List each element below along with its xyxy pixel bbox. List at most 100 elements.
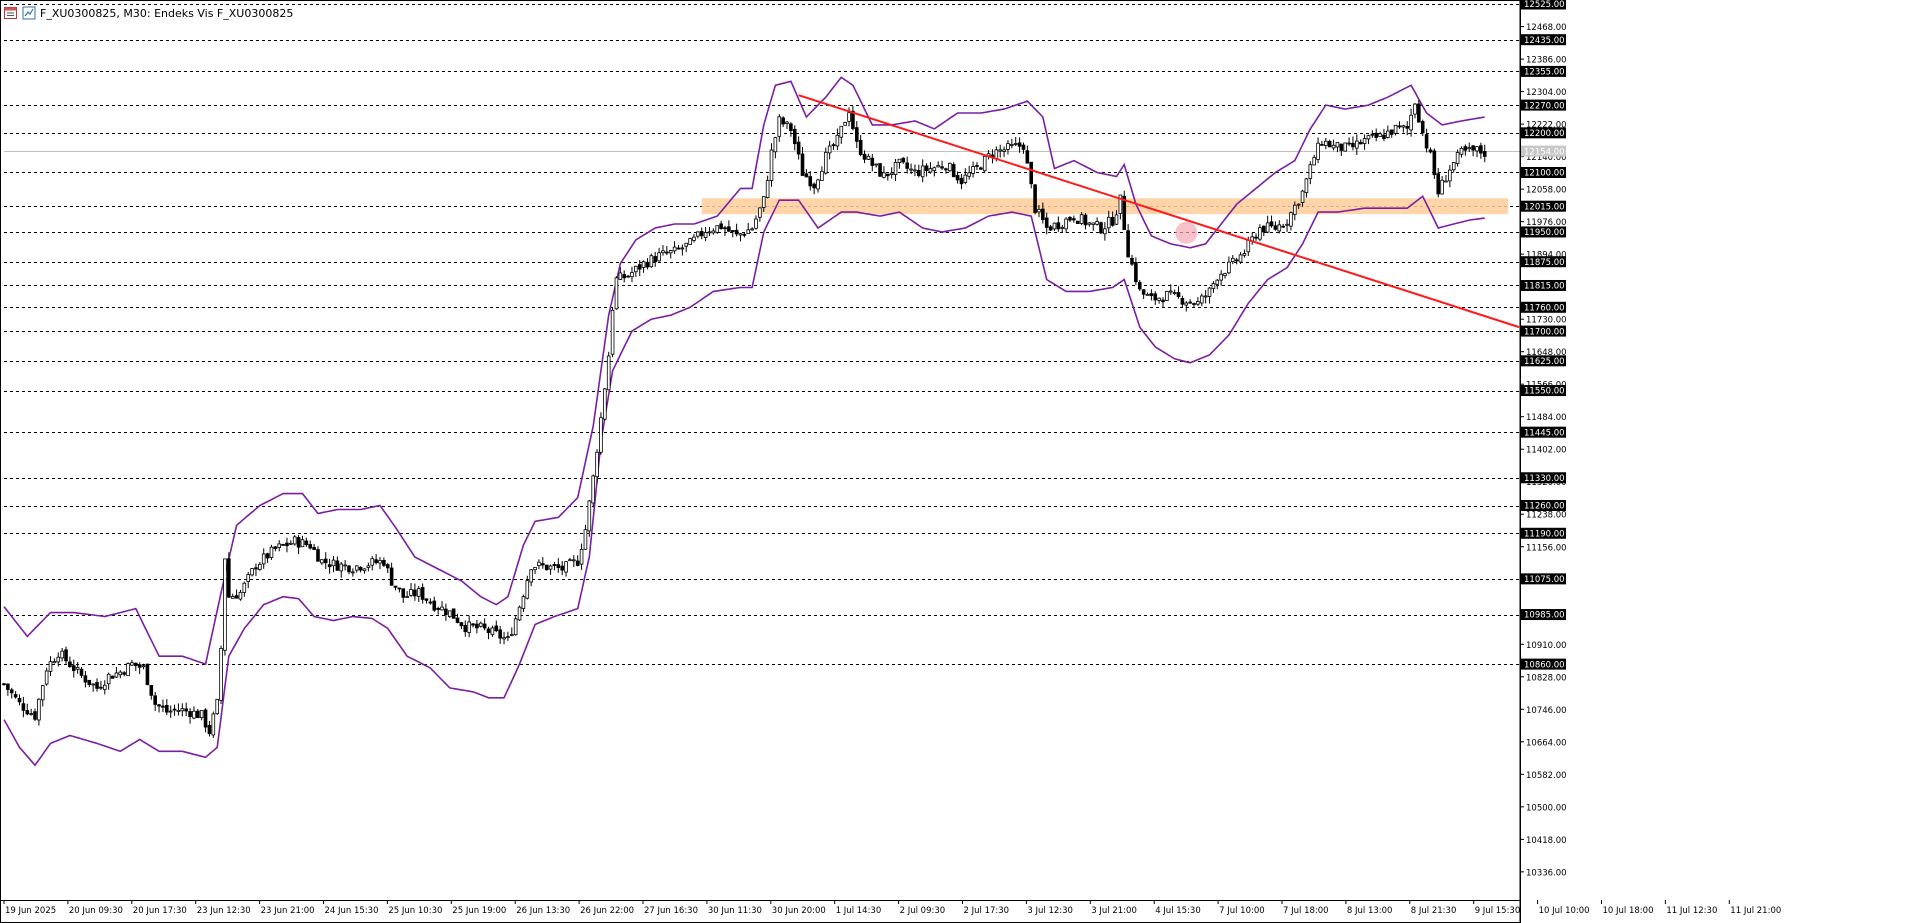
candle-body: [44, 670, 49, 685]
candle-body: [447, 610, 452, 618]
candle-body: [963, 174, 968, 183]
candle-body: [657, 252, 661, 262]
candle-body: [285, 542, 289, 547]
candle-body: [21, 703, 26, 711]
candle-body: [207, 725, 212, 735]
candle-body: [490, 627, 495, 636]
candle-body: [219, 648, 223, 701]
candle-body: [967, 172, 971, 177]
candle-body: [758, 207, 762, 218]
candle-body: [1137, 282, 1142, 290]
level-price-label-box: [1521, 127, 1566, 139]
candle-body: [765, 180, 770, 198]
candle-body: [1451, 162, 1456, 171]
time-tick-label: 23 Jun 21:00: [261, 906, 315, 916]
candle-body: [754, 218, 758, 229]
candle-body: [1366, 135, 1371, 140]
level-price-label: 12015.00: [1524, 202, 1565, 212]
candle-body: [1021, 144, 1026, 150]
price-tick-label: 10664.00: [1526, 738, 1567, 748]
candle-body: [482, 623, 487, 629]
candle-body: [680, 247, 685, 250]
candle-body: [893, 162, 898, 175]
candle-body: [374, 559, 378, 564]
candle-body: [99, 686, 103, 689]
candle-body: [1242, 253, 1247, 256]
candle-body: [579, 548, 584, 565]
candle-body: [1083, 214, 1088, 226]
candle-body: [9, 689, 14, 694]
candle-body: [494, 625, 499, 632]
candle-body: [1118, 194, 1123, 214]
time-axis[interactable]: 19 Jun 2025 20 Jun 09:30 20 Jun 17:30 23 Ju…: [0, 900, 1781, 916]
candle-body: [552, 564, 557, 566]
candle-body: [781, 117, 785, 125]
level-price-label-box: [1521, 472, 1566, 484]
candle-body: [339, 563, 344, 572]
candle-body: [820, 170, 824, 181]
candle-body: [1010, 144, 1014, 146]
candle-body: [428, 601, 433, 604]
candle-body: [1436, 173, 1441, 195]
candle-body: [839, 125, 844, 138]
candle-body: [746, 229, 751, 234]
candle-body: [1254, 236, 1258, 239]
candle-body: [1002, 149, 1006, 152]
candle-body: [715, 225, 720, 233]
candle-body: [564, 561, 568, 573]
candle-body: [1362, 138, 1367, 145]
candle-body: [1184, 302, 1189, 306]
level-price-label-box: [1521, 385, 1566, 397]
price-axis[interactable]: 12468.00 12386.00 12304.00 12222.00 12140.00…: [0, 0, 1567, 923]
candle-body: [975, 165, 979, 167]
candle-body: [300, 539, 305, 548]
candle-body: [959, 177, 964, 185]
level-price-label: 12525.00: [1524, 0, 1565, 10]
level-price-label-box: [1521, 355, 1566, 367]
candle-body: [1134, 261, 1138, 283]
candle-body: [1459, 147, 1464, 155]
level-price-label: 11445.00: [1524, 428, 1565, 438]
candle-body: [126, 663, 130, 677]
candle-body: [1033, 184, 1037, 213]
price-tick-label: 10418.00: [1526, 836, 1567, 846]
candle-body: [71, 665, 76, 672]
price-tick-label: 11730.00: [1526, 316, 1567, 326]
candle-body: [816, 179, 820, 190]
candle-body: [227, 558, 231, 598]
candle-body: [742, 233, 747, 236]
candle-body: [1269, 221, 1274, 227]
time-tick-label: 24 Jun 15:30: [325, 906, 379, 916]
candle-body: [874, 163, 878, 166]
candle-body: [110, 675, 115, 679]
candle-body: [979, 167, 983, 170]
candle-body: [1238, 254, 1243, 263]
candle-body: [354, 565, 359, 571]
chart-mode-icon[interactable]: [22, 6, 36, 20]
level-price-label: 11625.00: [1524, 357, 1565, 367]
candle-body: [176, 709, 181, 712]
candle-body: [335, 560, 340, 571]
chart-window-icon[interactable]: [4, 6, 18, 20]
candle-body: [29, 713, 33, 715]
candle-body: [451, 608, 456, 619]
candle-body: [79, 668, 84, 676]
candlesticks: [2, 99, 1487, 738]
candle-body: [1482, 151, 1487, 157]
candle-body: [1087, 222, 1092, 225]
candle-body: [928, 168, 933, 173]
candle-body: [475, 623, 479, 629]
time-tick-label: 7 Jul 10:00: [1219, 906, 1265, 916]
candle-body: [327, 564, 332, 568]
candle-body: [773, 137, 778, 153]
candle-body: [1382, 134, 1386, 139]
time-tick-label: 25 Jun 19:00: [452, 906, 506, 916]
candle-body: [1072, 218, 1076, 221]
candle-body: [75, 666, 80, 670]
time-tick-label: 8 Jul 13:00: [1347, 906, 1393, 916]
candle-body: [1180, 297, 1185, 305]
candle-body: [575, 560, 580, 566]
candle-body: [157, 704, 161, 707]
level-price-label-box: [1521, 34, 1566, 46]
